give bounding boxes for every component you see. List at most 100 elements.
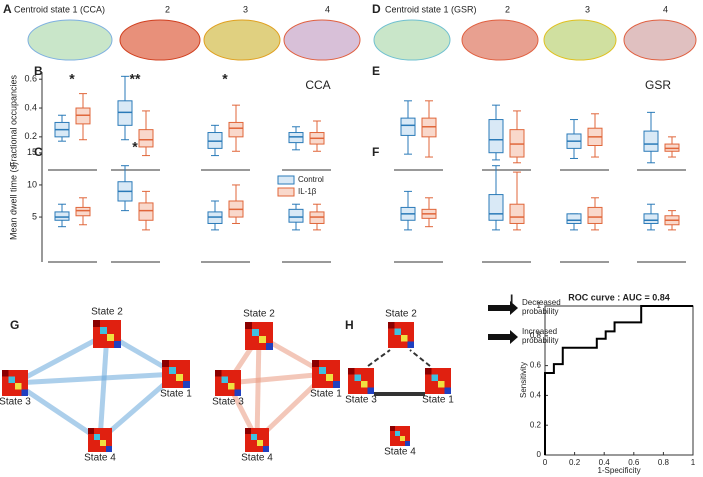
brain: [373, 19, 451, 61]
legend-text: Decreased probability: [522, 298, 561, 316]
transition-edge: [227, 371, 327, 386]
state-name: State 2: [91, 307, 123, 318]
x-tick-label: 0.8: [658, 458, 670, 467]
legend-arrow: [488, 301, 518, 315]
matrix-cell: [390, 426, 395, 431]
x-tick-label: 0: [543, 458, 548, 467]
x-tick-label: 0.4: [599, 458, 611, 467]
x-tick-label: 0.6: [628, 458, 640, 467]
box: [75, 206, 91, 217]
matrix-cell: [94, 434, 100, 440]
legend-text: Increased probability: [522, 327, 559, 345]
matrix-cell: [361, 381, 368, 388]
matrix-cell: [425, 368, 432, 375]
state-name: State 2: [385, 309, 417, 320]
matrix-cell: [162, 360, 169, 367]
legend-swatch: [277, 187, 295, 197]
matrix-cell: [176, 374, 183, 381]
matrix-cell: [438, 381, 445, 388]
y-tick-label: 5: [32, 211, 37, 221]
transition-edge: [13, 380, 102, 443]
matrix-cell: [93, 320, 100, 327]
y-tick-label: 0.4: [530, 391, 542, 400]
matrix-cell: [431, 374, 438, 381]
brain: [119, 19, 201, 61]
y-axis-label: Sensitivity: [519, 362, 528, 398]
box: [400, 117, 416, 136]
brain-title: Centroid state 1 (CCA): [14, 4, 105, 14]
matrix-cell: [15, 383, 22, 390]
matrix-cell: [257, 440, 263, 446]
brain: [543, 19, 617, 61]
state-name: State 3: [0, 397, 31, 408]
state-name: State 4: [241, 453, 273, 464]
matrix-cell: [100, 440, 106, 446]
y-axis-label: Fractional occupancies: [8, 74, 18, 167]
matrix-cell: [333, 381, 340, 388]
matrix-cell: [251, 434, 257, 440]
matrix-cell: [183, 381, 190, 388]
panel-label: I: [510, 292, 513, 306]
y-tick-label: 15: [27, 147, 37, 157]
matrix-cell: [444, 387, 451, 394]
matrix-cell: [394, 328, 401, 335]
brain: [27, 19, 113, 61]
significance: **: [130, 71, 141, 87]
state-name: State 4: [84, 453, 116, 464]
state-label: 4: [325, 4, 330, 14]
brain: [461, 19, 539, 61]
state-label: 2: [505, 4, 510, 14]
legend-arrow: [488, 330, 518, 344]
state-name: State 3: [345, 395, 377, 406]
matrix-cell: [348, 368, 355, 375]
x-axis-label: 1-Specificity: [597, 466, 640, 475]
matrix-cell: [8, 376, 15, 383]
matrix-cell: [312, 360, 319, 367]
box: [138, 129, 154, 148]
brain-title: Centroid state 1 (GSR): [385, 4, 477, 14]
method-label: CCA: [305, 78, 330, 92]
matrix-cell: [252, 329, 259, 336]
transition-edge: [13, 331, 109, 386]
panel-label: A: [3, 2, 12, 16]
matrix-cell: [245, 322, 252, 329]
brain: [283, 19, 361, 61]
matrix-cell: [234, 389, 241, 396]
matrix-cell: [400, 436, 405, 441]
box: [643, 130, 659, 152]
matrix-cell: [100, 327, 107, 334]
matrix-cell: [21, 389, 28, 396]
matrix-cell: [263, 446, 269, 452]
matrix-cell: [259, 336, 266, 343]
roc-title: ROC curve : AUC = 0.84: [568, 292, 669, 302]
matrix-cell: [395, 431, 400, 436]
state-name: State 1: [310, 389, 342, 400]
box: [509, 203, 525, 224]
matrix-cell: [215, 370, 222, 377]
panel-label: C: [34, 145, 43, 159]
state-label: 2: [165, 4, 170, 14]
matrix-cell: [107, 334, 114, 341]
matrix-cell: [354, 374, 361, 381]
y-axis-label: Mean dwell time (s): [8, 162, 18, 240]
matrix-cell: [367, 387, 374, 394]
matrix-cell: [114, 341, 121, 348]
y-tick-label: 0.2: [24, 131, 37, 141]
box: [488, 194, 504, 221]
significance: *: [222, 71, 228, 87]
matrix-cell: [221, 376, 228, 383]
panel-label: H: [345, 318, 354, 332]
y-tick-label: 0.4: [24, 102, 37, 112]
state-name: State 1: [160, 389, 192, 400]
legend-label: IL-1β: [298, 187, 317, 196]
method-label: GSR: [645, 78, 671, 92]
panel-label: D: [372, 2, 381, 16]
y-tick-label: 10: [27, 179, 37, 189]
transition-edge: [14, 371, 177, 386]
legend-label: Control: [298, 175, 324, 184]
matrix-cell: [405, 441, 410, 446]
matrix-cell: [2, 370, 9, 377]
y-tick-label: 0.6: [24, 74, 37, 84]
